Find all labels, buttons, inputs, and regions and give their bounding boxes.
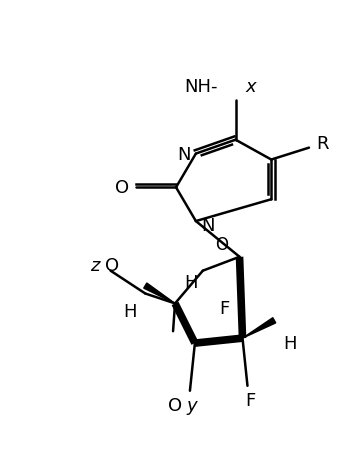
Text: N: N — [177, 145, 191, 163]
Text: O: O — [105, 256, 120, 274]
Text: H: H — [184, 273, 198, 291]
Text: R: R — [317, 134, 329, 152]
Text: y: y — [186, 396, 197, 414]
Polygon shape — [243, 318, 276, 338]
Text: NH-: NH- — [184, 78, 218, 96]
Text: O: O — [168, 396, 182, 414]
Text: H: H — [123, 302, 137, 321]
Text: z: z — [90, 256, 99, 274]
Polygon shape — [144, 283, 175, 304]
Text: H: H — [283, 335, 297, 353]
Text: O: O — [116, 179, 130, 197]
Text: N: N — [201, 217, 215, 235]
Text: F: F — [220, 300, 230, 318]
Text: x: x — [246, 78, 256, 96]
Text: F: F — [245, 391, 256, 409]
Text: O: O — [215, 235, 228, 253]
